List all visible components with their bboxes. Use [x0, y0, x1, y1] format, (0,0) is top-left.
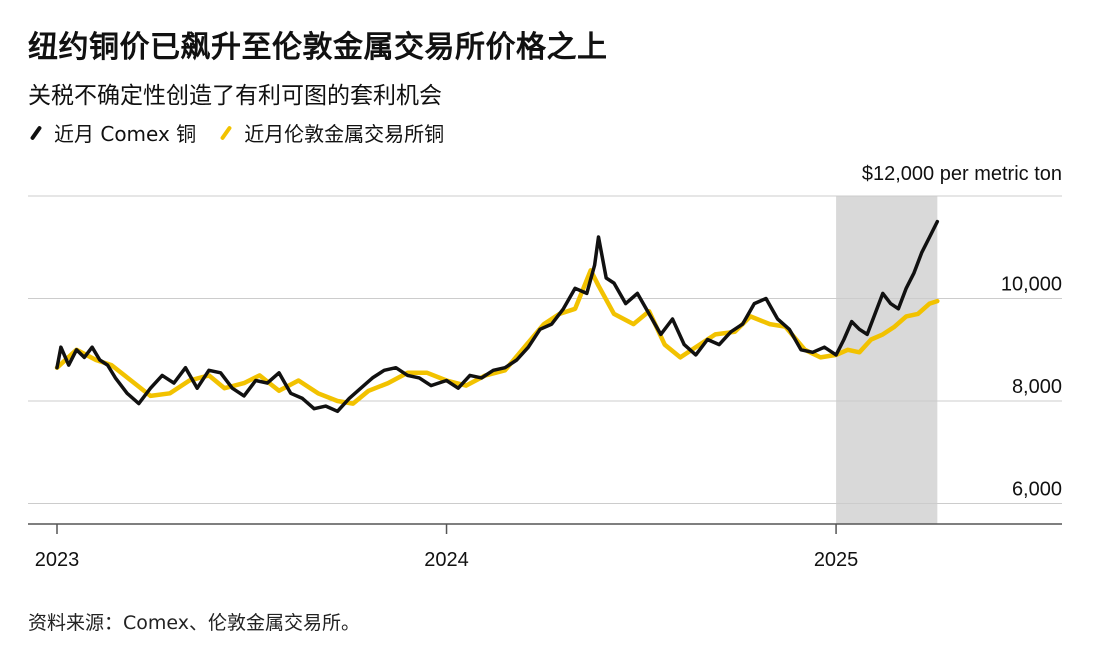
y-tick-label: 6,000 — [1012, 479, 1062, 501]
legend: 近月 Comex 铜 近月伦敦金属交易所铜 — [28, 118, 466, 147]
line-chart: 10,000 8,000 6,000 $12,000 per metric ton 20… — [28, 163, 1062, 571]
legend-label-lme: 近月伦敦金属交易所铜 — [244, 122, 445, 146]
y-tick-label: 8,000 — [1012, 376, 1062, 398]
chart-subtitle: 关税不确定性创造了有利可图的套利机会 — [28, 83, 442, 109]
y-tick-label: 10,000 — [1001, 274, 1062, 296]
tariff-shaded-region — [836, 196, 938, 524]
x-tick-label: 2023 — [35, 549, 80, 571]
series-line-comex — [55, 219, 940, 414]
legend-item-lme: 近月伦敦金属交易所铜 — [218, 118, 444, 147]
legend-label-comex: 近月 Comex 铜 — [54, 122, 197, 146]
x-tick-label: 2025 — [814, 549, 859, 571]
chart-title: 纽约铜价已飙升至伦敦金属交易所价格之上 — [28, 30, 608, 65]
y-unit-label: $12,000 per metric ton — [862, 163, 1062, 185]
legend-item-comex: 近月 Comex 铜 — [28, 118, 196, 147]
source-note: 资料来源：Comex、伦敦金属交易所。 — [28, 612, 360, 634]
x-tick-label: 2024 — [424, 549, 469, 571]
series-line-lme — [54, 268, 940, 406]
